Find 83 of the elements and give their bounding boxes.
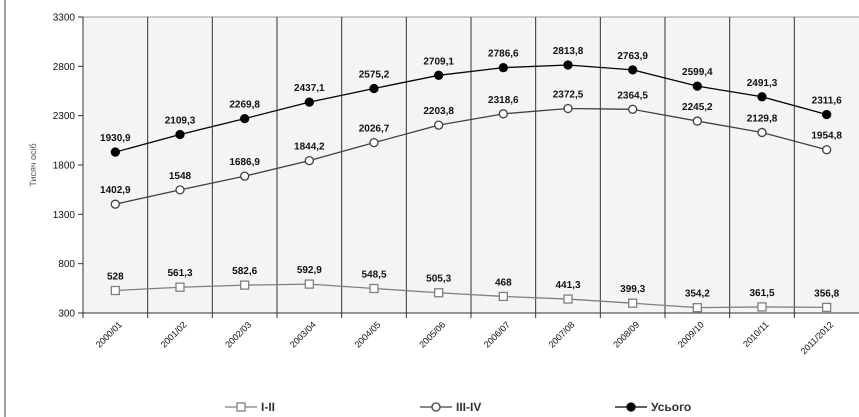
data-label: 441,3	[555, 280, 581, 292]
point	[692, 116, 702, 126]
point	[304, 279, 314, 289]
data-label: 361,5	[749, 288, 775, 299]
point	[110, 200, 120, 209]
point	[175, 185, 185, 195]
point	[175, 130, 185, 140]
data-label: 2318,6	[488, 94, 520, 106]
data-label: 1954,8	[811, 130, 842, 142]
data-label: 505,3	[426, 274, 452, 285]
y-tick-label: 2300	[52, 111, 76, 122]
point	[175, 282, 185, 292]
point	[757, 302, 767, 312]
data-label: 2372,5	[552, 90, 584, 101]
point	[304, 97, 314, 107]
y-tick-label: 300	[58, 308, 76, 320]
point	[498, 63, 508, 72]
point	[369, 138, 379, 148]
point	[434, 120, 444, 130]
point	[369, 84, 379, 94]
data-label: 2245,2	[682, 102, 714, 114]
data-label: 1844,2	[294, 142, 326, 153]
data-label: 2269,8	[229, 100, 260, 111]
data-label: 1548	[168, 170, 192, 182]
point	[240, 280, 250, 290]
data-label: 468	[494, 277, 512, 288]
point	[434, 70, 444, 80]
data-label: 2311,6	[812, 96, 842, 107]
point	[110, 286, 120, 296]
data-label: 2026,7	[358, 124, 390, 135]
data-label: 399,3	[620, 284, 646, 296]
data-label: 2491,3	[746, 78, 778, 89]
data-label: 1686,9	[229, 157, 260, 168]
point	[757, 92, 767, 102]
data-label: 2109,3	[164, 115, 196, 126]
point	[822, 302, 832, 312]
point	[498, 292, 508, 302]
point	[110, 147, 120, 157]
data-label: 561,3	[167, 268, 193, 280]
data-label: 2709,1	[423, 56, 454, 68]
point	[757, 128, 767, 138]
y-tick-label: 1800	[52, 160, 76, 172]
data-label: 2364,5	[617, 90, 648, 102]
point	[240, 172, 250, 181]
data-label: 528	[106, 272, 124, 283]
point	[240, 114, 250, 124]
data-label: 2129,8	[746, 113, 778, 124]
point	[563, 60, 573, 70]
point	[692, 303, 702, 312]
y-axis-title: Тисяч осіб	[28, 143, 38, 187]
data-label: 1402,9	[100, 185, 132, 196]
data-label: 582,6	[232, 266, 258, 278]
data-label: 2437,1	[294, 83, 326, 94]
point	[628, 104, 638, 114]
data-label: 592,9	[296, 265, 322, 276]
point	[628, 298, 638, 308]
data-label: 2599,4	[682, 67, 714, 78]
point	[498, 109, 508, 118]
data-label: 2813,8	[552, 46, 584, 57]
legend-label: III-IV	[456, 400, 482, 414]
data-label: 356,8	[814, 288, 840, 300]
point	[434, 288, 444, 298]
point	[822, 145, 832, 154]
legend-label: I-II	[261, 400, 275, 414]
data-label: 2575,2	[358, 70, 390, 81]
point	[304, 156, 314, 166]
point	[628, 65, 638, 75]
legend-label: Усього	[651, 400, 692, 414]
data-label: 2203,8	[423, 106, 454, 118]
y-tick-label: 1300	[52, 210, 76, 221]
point	[563, 104, 573, 114]
point	[369, 284, 379, 294]
point	[563, 294, 573, 304]
data-label: 548,5	[361, 269, 387, 280]
point	[822, 110, 832, 120]
data-label: 1930,9	[100, 133, 132, 144]
y-tick-label: 3300	[52, 12, 76, 24]
data-label: 354,2	[684, 288, 710, 300]
y-tick-label: 800	[58, 259, 76, 270]
data-label: 2763,9	[617, 50, 648, 62]
point	[692, 81, 702, 91]
data-label: 2786,6	[488, 48, 520, 60]
y-tick-label: 2800	[52, 62, 76, 73]
